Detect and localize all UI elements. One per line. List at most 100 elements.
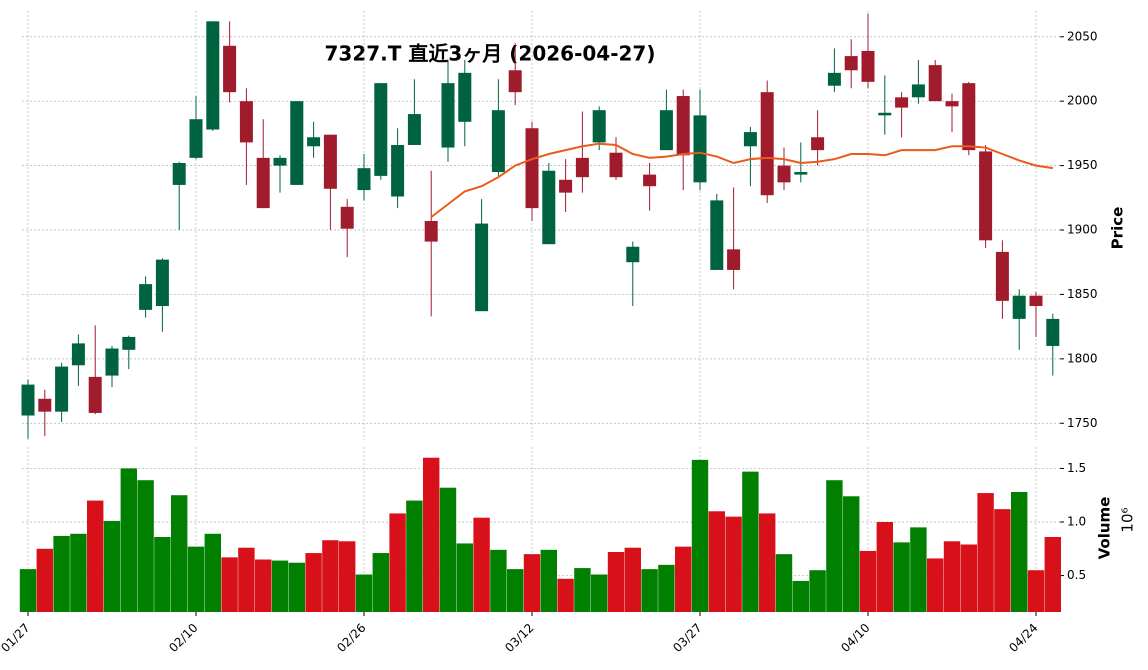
y-tick-label: 1800 [1067, 351, 1098, 365]
x-tick-label: 04/24 [1006, 621, 1040, 655]
y-tick-label: 1850 [1067, 287, 1098, 301]
moving-average-line [430, 142, 1053, 218]
volume-bar [255, 559, 272, 612]
candle-body [88, 376, 102, 413]
candle-body [777, 165, 791, 183]
x-tick-label: 03/27 [670, 621, 704, 655]
candle-body [643, 174, 657, 187]
volume-bar [910, 527, 927, 612]
volume-bar [691, 459, 709, 612]
candle-body [340, 206, 354, 229]
volume-bar [322, 540, 339, 612]
candle-body [155, 259, 169, 307]
volume-bar [473, 517, 490, 612]
candle-body [307, 137, 321, 147]
candle-body [962, 83, 976, 151]
candle-body [659, 110, 673, 151]
volume-bar [490, 549, 507, 612]
candle-body [760, 92, 774, 196]
volume-bar [70, 533, 87, 612]
candle-body [945, 101, 959, 107]
volume-bar [87, 500, 104, 612]
candle-body [71, 343, 85, 366]
candle-body [676, 96, 690, 156]
y-tick-label: 1.0 [1067, 515, 1086, 529]
x-tick-label: 04/10 [838, 621, 872, 655]
volume-bar [1044, 537, 1061, 612]
volume-bar [53, 535, 70, 612]
volume-bar [977, 493, 994, 612]
volume-bar [725, 516, 742, 612]
y-tick-label: 1.5 [1067, 461, 1086, 475]
volume-bar [675, 546, 692, 612]
volume-bar [792, 580, 809, 612]
candle-body [609, 152, 623, 178]
volume-bar [960, 544, 977, 612]
candle-body [458, 72, 472, 122]
volume-bar [859, 550, 877, 612]
volume-bar [641, 569, 658, 612]
candle-body [827, 72, 841, 86]
volume-bar [540, 549, 557, 612]
candle-body [323, 134, 337, 189]
candle-body [525, 128, 539, 209]
candle-body [139, 284, 153, 310]
volume-bar [288, 562, 305, 612]
volume-bar [557, 578, 574, 612]
candle-body [693, 115, 707, 183]
volume-bar [1011, 492, 1028, 612]
y-tick-label: 2050 [1067, 29, 1098, 43]
candle-body [172, 163, 186, 185]
candle-body [424, 220, 438, 242]
volume-bar [893, 542, 910, 612]
candle-body [55, 366, 69, 412]
candle-body [491, 110, 505, 173]
volume-bar [154, 537, 171, 612]
candle-body [559, 179, 573, 193]
volume-bar [607, 552, 625, 612]
candle-body [592, 110, 606, 143]
volume-bar [339, 541, 356, 612]
volume-bar [876, 522, 893, 612]
candle-body [878, 112, 892, 116]
volume-axis-label: Volume [1096, 497, 1114, 560]
volume-bar [994, 509, 1011, 612]
volume-bar [708, 511, 725, 612]
volume-bar [507, 569, 524, 612]
candle-body [508, 70, 522, 93]
y-tick-label: 1900 [1067, 223, 1098, 237]
volume-bar [523, 554, 541, 612]
candle-body [290, 101, 304, 185]
candle-body [811, 137, 825, 151]
volume-bar [809, 570, 826, 612]
volume-bar [238, 547, 255, 612]
y-tick-label: 2000 [1067, 94, 1098, 108]
x-tick-label: 03/12 [502, 621, 536, 655]
candle-body [206, 21, 220, 130]
candle-body [794, 172, 808, 175]
y-tick-label: 1950 [1067, 158, 1098, 172]
candle-body [105, 348, 119, 376]
volume-bar [1027, 570, 1045, 612]
candle-body [1012, 295, 1026, 319]
candle-body [844, 56, 858, 71]
candle-body [475, 223, 489, 312]
volume-bar [271, 560, 289, 612]
volume-bar [927, 558, 944, 612]
chart-title: 7327.T 直近3ヶ月 (2026-04-27) [325, 42, 656, 66]
candle-body [928, 65, 942, 102]
price-axis-label: Price [1109, 207, 1127, 250]
candle-body [542, 170, 556, 245]
volume-bar [171, 495, 188, 612]
volume-bar [826, 480, 843, 612]
x-tick-label: 02/26 [334, 621, 368, 655]
candle-body [575, 157, 589, 178]
volume-bar [204, 533, 221, 612]
candle-body [895, 97, 909, 108]
volume-bar [843, 496, 860, 612]
candle-body [273, 157, 287, 166]
volume-bar [406, 500, 423, 612]
candle-body [239, 101, 253, 143]
volume-bar [775, 554, 793, 612]
